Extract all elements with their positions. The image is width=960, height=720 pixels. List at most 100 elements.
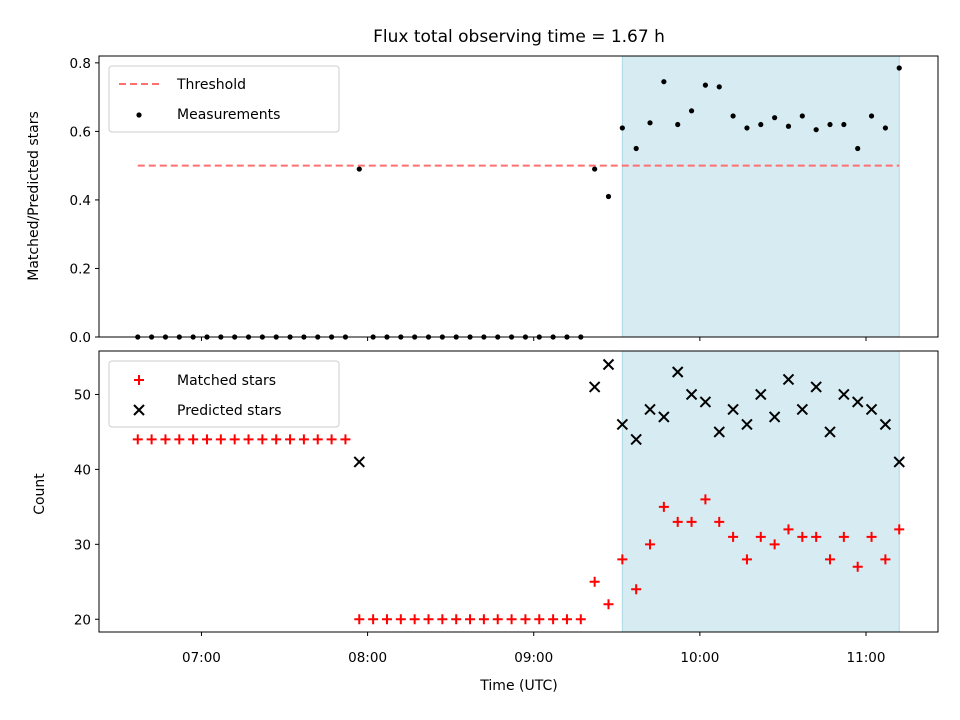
- matched-star-point: [797, 531, 808, 542]
- predicted-star-point: [741, 418, 753, 431]
- matched-star-point: [838, 531, 849, 542]
- measurement-point: [868, 113, 875, 119]
- matched-star-point: [852, 561, 863, 572]
- predicted-star-point: [602, 358, 615, 371]
- predicted-star-point: [644, 403, 656, 416]
- legend-measurements-swatch: [136, 112, 142, 118]
- legend-predicted-swatch: [133, 404, 145, 416]
- matched-star-point: [298, 434, 309, 445]
- bottom-y-axis-label: Count: [32, 473, 48, 515]
- y-tick-label: 20: [74, 612, 91, 628]
- matched-star-point: [714, 516, 725, 527]
- top-y-axis-label: Matched/Predicted stars: [26, 111, 42, 281]
- top-axes: 0.00.20.40.60.8 Matched/Predicted stars …: [26, 55, 939, 346]
- matched-star-point: [492, 614, 503, 625]
- predicted-star-point: [672, 366, 684, 378]
- predicted-star-point: [838, 388, 850, 401]
- matched-star-point: [728, 531, 739, 542]
- measurement-point: [827, 121, 833, 128]
- predicted-star-point: [588, 381, 601, 393]
- measurement-point: [785, 123, 792, 129]
- x-tick-label: 11:00: [847, 650, 886, 666]
- matched-star-point: [700, 494, 711, 505]
- matched-star-point: [506, 614, 517, 625]
- predicted-star-point: [699, 396, 712, 408]
- measurement-point: [799, 113, 805, 119]
- predicted-star-point: [630, 433, 642, 446]
- x-tick-label: 08:00: [348, 650, 387, 666]
- top-legend-box: [108, 65, 340, 133]
- predicted-star-point: [755, 388, 767, 401]
- observing-window-span: [621, 55, 900, 338]
- top-legend: Threshold Measurements: [108, 65, 340, 133]
- predicted-star-point: [353, 456, 365, 468]
- matched-star-point: [132, 434, 143, 445]
- matched-star-point: [617, 554, 628, 565]
- measurement-point: [633, 145, 639, 152]
- legend-threshold-label: Threshold: [176, 77, 246, 93]
- y-tick-label: 0.4: [70, 193, 91, 209]
- matched-star-point: [395, 614, 406, 625]
- matched-star-point: [437, 614, 448, 625]
- matched-star-point: [534, 614, 545, 625]
- legend-predicted-label: Predicted stars: [177, 403, 282, 419]
- matched-star-point: [354, 614, 365, 625]
- predicted-star-point: [810, 381, 822, 393]
- matched-star-point: [825, 554, 836, 565]
- y-tick-label: 50: [74, 387, 91, 403]
- measurement-point: [730, 113, 736, 119]
- x-tick-label: 10:00: [680, 650, 719, 666]
- measurement-point: [702, 82, 709, 88]
- legend-matched-label: Matched stars: [177, 373, 276, 389]
- matched-star-point: [589, 576, 600, 587]
- matched-star-point: [894, 524, 905, 535]
- matched-star-point: [478, 614, 489, 625]
- matched-star-point: [561, 614, 572, 625]
- matched-star-point: [326, 434, 337, 445]
- matched-star-point: [755, 531, 766, 542]
- measurement-point: [813, 127, 819, 133]
- y-tick-label: 0.8: [70, 56, 91, 72]
- predicted-star-point: [796, 403, 809, 416]
- y-tick-label: 30: [74, 537, 91, 553]
- matched-star-point: [215, 434, 226, 445]
- bottom-legend-box: [108, 360, 340, 428]
- measurement-point: [855, 145, 861, 152]
- bottom-axes-frame: [98, 350, 939, 633]
- matched-star-point: [866, 531, 877, 542]
- matched-star-point: [603, 599, 614, 610]
- predicted-star-point: [727, 403, 739, 416]
- predicted-star-point: [893, 456, 905, 468]
- matched-star-point: [520, 614, 531, 625]
- legend-measurements-label: Measurements: [177, 107, 280, 123]
- x-tick-label: 09:00: [514, 650, 553, 666]
- measurement-point: [675, 121, 681, 128]
- measurement-point: [661, 79, 667, 85]
- matched-star-point: [160, 434, 171, 445]
- matched-star-point: [368, 614, 379, 625]
- top-axes-frame: [98, 55, 939, 338]
- predicted-star-point: [616, 418, 629, 431]
- matched-star-point: [658, 501, 669, 512]
- predicted-star-point: [782, 373, 795, 386]
- y-tick-label: 0.2: [70, 261, 91, 277]
- predicted-star-point: [865, 403, 878, 416]
- matched-star-point: [409, 614, 420, 625]
- matched-star-point: [686, 516, 697, 527]
- predicted-star-point: [824, 426, 836, 438]
- chart-title: Flux total observing time = 1.67 h: [373, 27, 665, 47]
- matched-star-point: [229, 434, 240, 445]
- matched-star-point: [285, 434, 296, 445]
- matched-star-point: [783, 524, 794, 535]
- measurement-point: [647, 120, 653, 126]
- predicted-star-point: [768, 411, 781, 423]
- matched-star-point: [465, 614, 476, 625]
- matched-star-point: [243, 434, 254, 445]
- matched-star-point: [548, 614, 559, 625]
- matched-star-point: [201, 434, 212, 445]
- predicted-star-point: [658, 411, 670, 423]
- x-axis-label: Time (UTC): [479, 678, 557, 694]
- matched-star-point: [340, 434, 351, 445]
